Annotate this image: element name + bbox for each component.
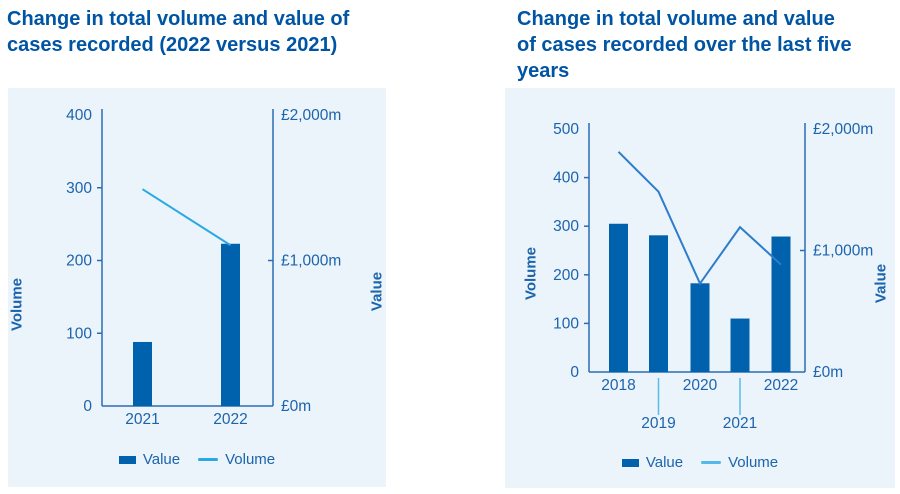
chart-title-five-years: Change in total volume and value of case… bbox=[517, 8, 852, 82]
legend-label-volume: Volume bbox=[225, 451, 276, 468]
legend-item-volume: Volume bbox=[701, 454, 778, 471]
legend-label-value: Value bbox=[142, 451, 181, 468]
value-bar-swatch-icon bbox=[118, 455, 136, 464]
right-axis-title-value: Value bbox=[872, 263, 890, 304]
right-axis-tick-label: £2,000m bbox=[281, 107, 341, 124]
bar-2022 bbox=[771, 236, 791, 372]
legend-item-value: Value bbox=[118, 451, 181, 468]
combo-chart-2022-vs-2021: 0 100 200 300 400 £0m £1,000m £2,000m 2021 2022 bbox=[66, 107, 341, 428]
right-axis-title-value: Value bbox=[368, 271, 386, 312]
x-label-2022: 2022 bbox=[213, 411, 247, 428]
combo-chart-five-years: 0 100 200 300 400 500 £0m £1,000m £2,000m 2018 201… bbox=[553, 121, 873, 432]
right-axis-tick-label: £1,000m bbox=[281, 253, 341, 270]
left-axis-tick-label: 100 bbox=[66, 325, 92, 342]
left-axis-tick-label: 300 bbox=[553, 218, 579, 235]
right-axis-tick-label: £0m bbox=[281, 398, 311, 415]
volume-line bbox=[141, 188, 232, 247]
left-axis-tick-label: 400 bbox=[553, 170, 579, 187]
bar-2019 bbox=[649, 235, 668, 372]
right-axis-tick-label: £1,000m bbox=[813, 243, 873, 260]
bar-2021 bbox=[133, 341, 152, 406]
legend-item-volume: Volume bbox=[198, 451, 275, 468]
legend-item-value: Value bbox=[621, 454, 684, 471]
volume-line bbox=[617, 151, 782, 286]
left-axis-title-volume: Volume bbox=[8, 277, 26, 332]
right-axis-tick-label: £2,000m bbox=[813, 121, 873, 138]
volume-line-swatch-icon bbox=[701, 461, 722, 464]
chart-legend: Value Volume bbox=[8, 451, 386, 468]
value-bar-swatch-icon bbox=[621, 458, 639, 467]
right-axis-tick-label: £0m bbox=[813, 364, 843, 381]
chart-panel-2022-vs-2021: 0 100 200 300 400 £0m £1,000m £2,000m 2021 2022 V… bbox=[8, 88, 386, 487]
left-axis-tick-label: 300 bbox=[66, 180, 92, 197]
bar-2020 bbox=[690, 283, 710, 372]
left-axis-tick-label: 100 bbox=[553, 315, 579, 332]
chart-title-2022-vs-2021: Change in total volume and value of case… bbox=[7, 8, 350, 56]
left-axis-tick-label: 0 bbox=[83, 398, 92, 415]
left-axis-tick-label: 500 bbox=[553, 121, 579, 138]
bar-2021 bbox=[730, 318, 750, 372]
x-label-2021: 2021 bbox=[723, 415, 757, 432]
left-axis-tick-label: 0 bbox=[570, 364, 579, 381]
volume-line-swatch-icon bbox=[198, 458, 219, 461]
x-label-2022: 2022 bbox=[764, 377, 798, 394]
bar-2022 bbox=[221, 243, 240, 406]
left-axis-tick-label: 200 bbox=[553, 267, 579, 284]
left-axis-tick-label: 200 bbox=[66, 253, 92, 270]
left-axis-tick-label: 400 bbox=[66, 107, 92, 124]
x-label-2018: 2018 bbox=[601, 377, 635, 394]
chart-legend: Value Volume bbox=[505, 454, 895, 471]
left-axis-title-volume: Volume bbox=[522, 246, 540, 301]
legend-label-volume: Volume bbox=[728, 454, 779, 471]
x-label-2021: 2021 bbox=[125, 411, 159, 428]
chart-panel-five-years: 0 100 200 300 400 500 £0m £1,000m £2,000m 2018 201… bbox=[505, 88, 895, 488]
bar-2018 bbox=[609, 223, 628, 372]
x-label-2019: 2019 bbox=[641, 415, 675, 432]
x-label-2020: 2020 bbox=[683, 377, 718, 394]
legend-label-value: Value bbox=[645, 454, 684, 471]
